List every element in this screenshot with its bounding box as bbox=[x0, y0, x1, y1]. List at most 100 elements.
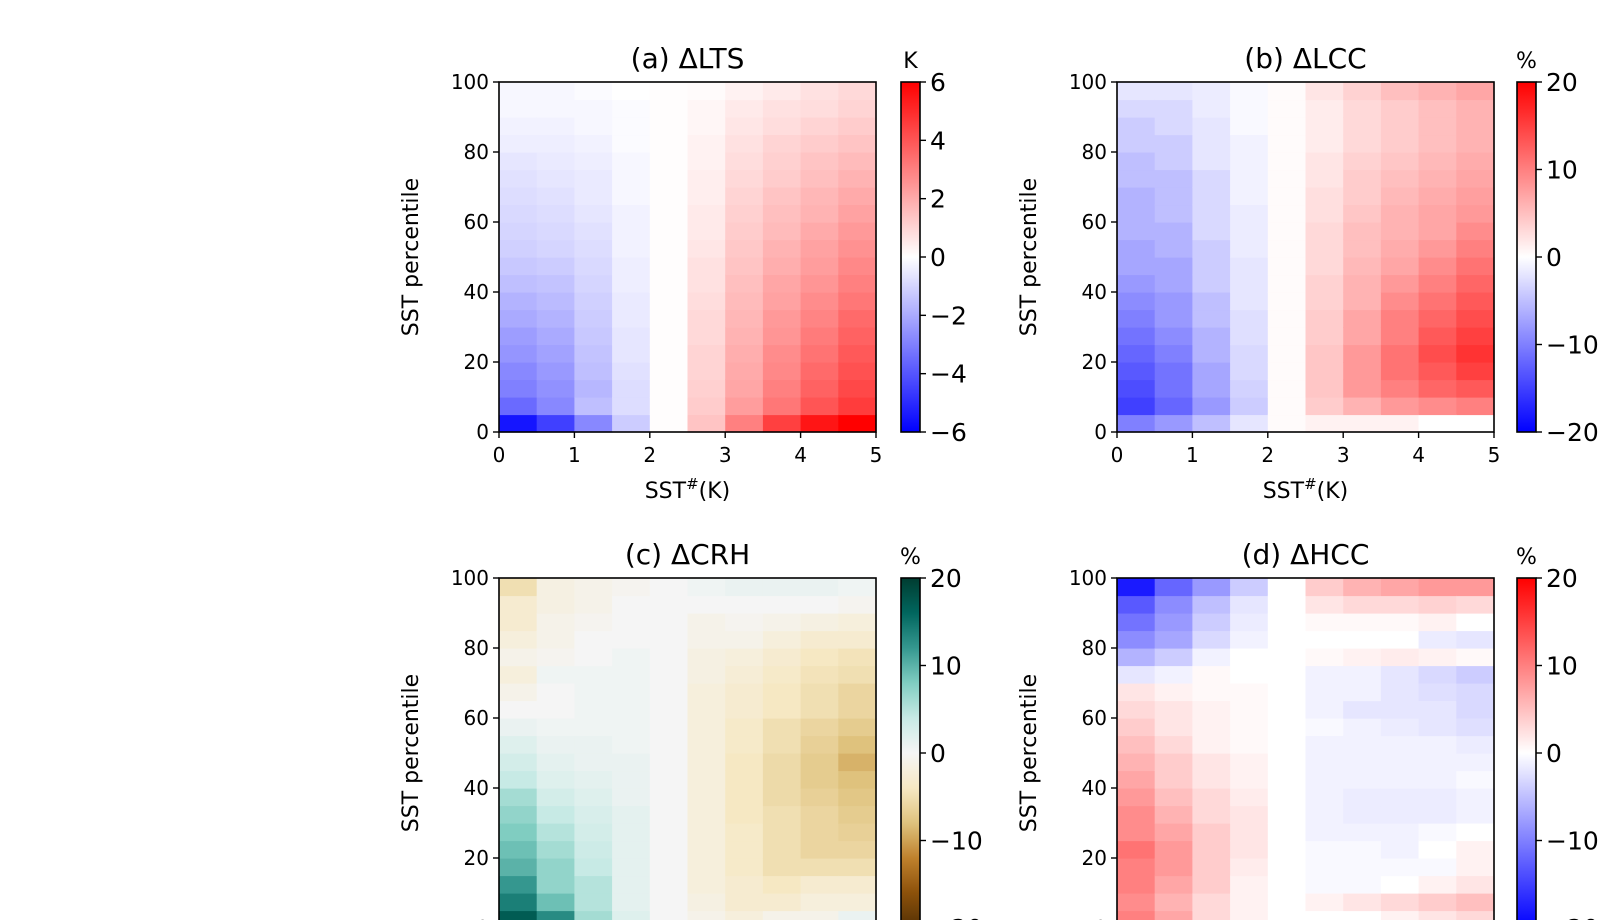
heatmap-cell bbox=[1267, 309, 1307, 328]
heatmap-cell bbox=[1230, 379, 1269, 398]
heatmap-cell bbox=[1456, 665, 1495, 684]
heatmap-cell bbox=[687, 169, 726, 188]
colorbar: −6 −4 −2 0 2 4 6K bbox=[900, 49, 967, 447]
heatmap-cell bbox=[612, 875, 651, 894]
heatmap-cell bbox=[649, 187, 689, 206]
heatmap-cell bbox=[649, 379, 689, 398]
heatmap-cell bbox=[1230, 613, 1269, 632]
heatmap-cell bbox=[1267, 169, 1307, 188]
heatmap-cell bbox=[1380, 327, 1420, 346]
heatmap-cell bbox=[725, 187, 764, 206]
y-tick-label: 60 bbox=[464, 706, 489, 730]
heatmap-cell bbox=[1192, 257, 1231, 276]
heatmap-cell bbox=[1230, 910, 1269, 920]
heatmap-cell bbox=[725, 875, 764, 894]
y-tick-label: 60 bbox=[1082, 210, 1107, 234]
heatmap-cell bbox=[1230, 875, 1269, 894]
heatmap-cell bbox=[1117, 362, 1156, 381]
heatmap-cell bbox=[612, 770, 651, 789]
heatmap-cell bbox=[800, 718, 839, 737]
colorbar-tick-label: 0 bbox=[930, 243, 946, 272]
heatmap-cell bbox=[536, 82, 575, 101]
heatmap-cell bbox=[800, 770, 839, 789]
heatmap-cell bbox=[1305, 152, 1344, 171]
y-tick-label: 100 bbox=[1069, 70, 1107, 94]
heatmap-cell bbox=[1230, 292, 1269, 311]
heatmap-cell bbox=[1343, 362, 1382, 381]
heatmap-cell bbox=[1230, 414, 1269, 433]
heatmap-cell bbox=[649, 327, 689, 346]
heatmap-cell bbox=[762, 134, 802, 153]
heatmap-cell bbox=[1418, 204, 1457, 223]
heatmap-cell bbox=[1343, 134, 1382, 153]
heatmap-cell bbox=[1380, 257, 1420, 276]
heatmap-cell bbox=[1418, 397, 1457, 416]
heatmap-cell bbox=[800, 152, 839, 171]
heatmap-cell bbox=[1418, 595, 1457, 614]
heatmap-cell bbox=[1230, 117, 1269, 136]
heatmap-cell bbox=[649, 700, 689, 719]
heatmap-cell bbox=[1456, 840, 1495, 859]
heatmap-cell bbox=[1456, 700, 1495, 719]
x-tick-label: 3 bbox=[719, 443, 732, 467]
heatmap-cell bbox=[536, 379, 575, 398]
heatmap-cell bbox=[536, 840, 575, 859]
heatmap-cell bbox=[1117, 397, 1156, 416]
heatmap-cell bbox=[612, 309, 651, 328]
heatmap-cell bbox=[762, 187, 802, 206]
heatmap-cell bbox=[1305, 840, 1344, 859]
heatmap-cell bbox=[1267, 630, 1307, 649]
heatmap-cell bbox=[1305, 222, 1344, 241]
heatmap-cell bbox=[1230, 362, 1269, 381]
heatmap-cell bbox=[499, 99, 538, 118]
heatmap-cell bbox=[1343, 630, 1382, 649]
heatmap-cell bbox=[1154, 204, 1193, 223]
heatmap-cell bbox=[649, 753, 689, 772]
x-tick-label: 0 bbox=[493, 443, 506, 467]
heatmap-cell bbox=[1267, 578, 1307, 597]
heatmap-cell bbox=[536, 327, 575, 346]
heatmap-cell bbox=[612, 222, 651, 241]
heatmap-cell bbox=[687, 595, 726, 614]
heatmap-cell bbox=[1380, 648, 1420, 667]
heatmap-cell bbox=[536, 292, 575, 311]
heatmap-cell bbox=[1380, 117, 1420, 136]
heatmap-cell bbox=[1456, 327, 1495, 346]
heatmap-cell bbox=[1192, 292, 1231, 311]
heatmap-cell bbox=[1230, 718, 1269, 737]
colorbar-tick-label: −20 bbox=[1546, 418, 1599, 447]
heatmap-cell bbox=[725, 152, 764, 171]
heatmap-cell bbox=[687, 840, 726, 859]
heatmap-cell bbox=[762, 117, 802, 136]
heatmap-cell bbox=[1418, 858, 1457, 877]
heatmap-cell bbox=[1117, 327, 1156, 346]
heatmap-cell bbox=[687, 187, 726, 206]
heatmap-cell bbox=[1456, 770, 1495, 789]
heatmap-cell bbox=[574, 309, 613, 328]
heatmap-cell bbox=[1418, 274, 1457, 293]
heatmap-cell bbox=[725, 397, 764, 416]
heatmap-cell bbox=[1305, 327, 1344, 346]
heatmap-cell bbox=[1117, 239, 1156, 258]
heatmap-cell bbox=[1117, 274, 1156, 293]
heatmap-cell bbox=[536, 770, 575, 789]
heatmap-cell bbox=[1192, 187, 1231, 206]
heatmap-cell bbox=[725, 379, 764, 398]
heatmap-cell bbox=[687, 82, 726, 101]
heatmap-cell bbox=[1117, 578, 1156, 597]
heatmap-cell bbox=[1380, 362, 1420, 381]
heatmap-cell bbox=[687, 648, 726, 667]
plot-frame bbox=[1116, 577, 1495, 920]
heatmap-cell bbox=[1305, 893, 1344, 912]
heatmap-cell bbox=[1456, 187, 1495, 206]
y-tick-label: 0 bbox=[476, 916, 489, 920]
heatmap-cell bbox=[800, 893, 839, 912]
heatmap-cell bbox=[838, 648, 877, 667]
heatmap-cell bbox=[574, 379, 613, 398]
heatmap-cell bbox=[612, 840, 651, 859]
heatmap-cell bbox=[1117, 910, 1156, 920]
heatmap-cell bbox=[800, 700, 839, 719]
panel-title: (a) ΔLTS bbox=[631, 42, 745, 75]
heatmap-cell bbox=[1380, 152, 1420, 171]
heatmap-cell bbox=[612, 117, 651, 136]
